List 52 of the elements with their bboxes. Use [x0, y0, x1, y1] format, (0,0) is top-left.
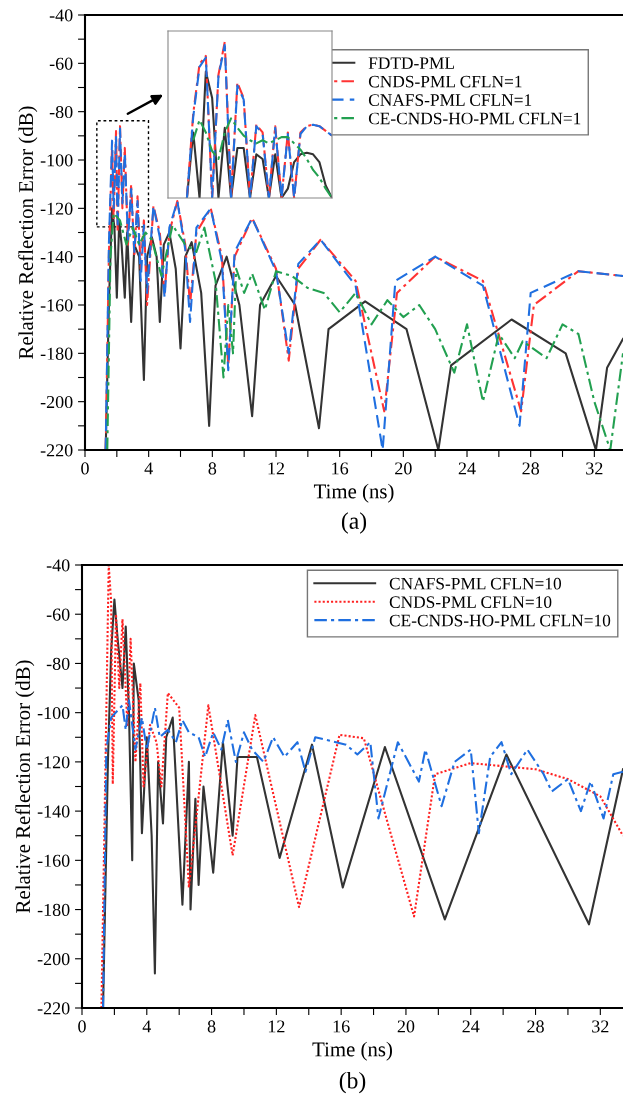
x-tick-label: 12 — [268, 462, 285, 475]
y-tick-label: -140 — [37, 805, 70, 818]
x-tick-label: 4 — [144, 462, 153, 475]
legend-label: CE-CNDS-HO-PML CFLN=1 — [368, 112, 581, 125]
y-tick-label: -200 — [37, 953, 70, 966]
y-tick-label: -220 — [37, 1002, 70, 1015]
y-tick-label: -40 — [49, 9, 73, 22]
y-tick-label: -80 — [49, 105, 73, 119]
x-axis-title: Time (ns) — [312, 1041, 393, 1061]
y-tick-label: -100 — [37, 706, 70, 720]
y-tick-label: -120 — [40, 202, 73, 215]
y-tick-label: -80 — [46, 657, 70, 670]
y-tick-label: -60 — [46, 608, 70, 621]
x-tick-label: 4 — [142, 1020, 152, 1033]
x-tick-label: 12 — [268, 1020, 285, 1033]
x-tick-label: 0 — [78, 1020, 86, 1033]
x-tick-label: 28 — [522, 462, 540, 475]
x-tick-label: 24 — [458, 462, 476, 475]
x-tick-label: 20 — [397, 1020, 415, 1033]
legend-label: CNDS-PML CFLN=10 — [389, 596, 552, 608]
y-tick-label: -200 — [40, 395, 73, 409]
x-tick-label: 16 — [333, 1020, 350, 1033]
y-tick-label: -180 — [37, 903, 70, 916]
y-tick-label: -140 — [40, 250, 73, 264]
x-tick-label: 28 — [527, 1020, 544, 1033]
legend-label: CNAFS-PML CFLN=1 — [368, 94, 532, 106]
legend-label: FDTD-PML — [368, 57, 454, 69]
y-tick-label: -40 — [46, 559, 70, 572]
legend-label: CNAFS-PML CFLN=10 — [389, 577, 562, 590]
legend-label: CE-CNDS-HO-PML CFLN=10 — [389, 614, 611, 627]
text: (a) — [341, 512, 367, 534]
x-tick-label: 24 — [462, 1020, 480, 1033]
x-tick-label: 20 — [395, 462, 412, 475]
x-tick-label: 8 — [208, 462, 217, 475]
line-series — [102, 699, 623, 1008]
y-axis-title: Relative Reflection Error (dB) — [15, 660, 35, 913]
y-tick-label: -160 — [37, 854, 70, 867]
y-tick-label: -220 — [40, 444, 73, 457]
legend-label: CNDS-PML CFLN=1 — [368, 75, 522, 88]
x-tick-label: 32 — [586, 462, 603, 475]
x-axis-title: Time (ns) — [313, 483, 394, 503]
y-axis-title: Relative Reflection Error (dB) — [18, 106, 38, 359]
x-tick-label: 32 — [592, 1020, 609, 1033]
y-tick-label: -120 — [37, 756, 70, 769]
text: (b) — [339, 1071, 366, 1094]
x-tick-label: 16 — [332, 462, 349, 475]
y-tick-label: -100 — [40, 154, 73, 167]
y-tick-label: -60 — [49, 57, 73, 70]
x-tick-label: 8 — [207, 1020, 216, 1033]
x-tick-label: 0 — [81, 462, 89, 475]
y-tick-label: -160 — [40, 299, 73, 312]
y-tick-label: -180 — [40, 347, 73, 360]
